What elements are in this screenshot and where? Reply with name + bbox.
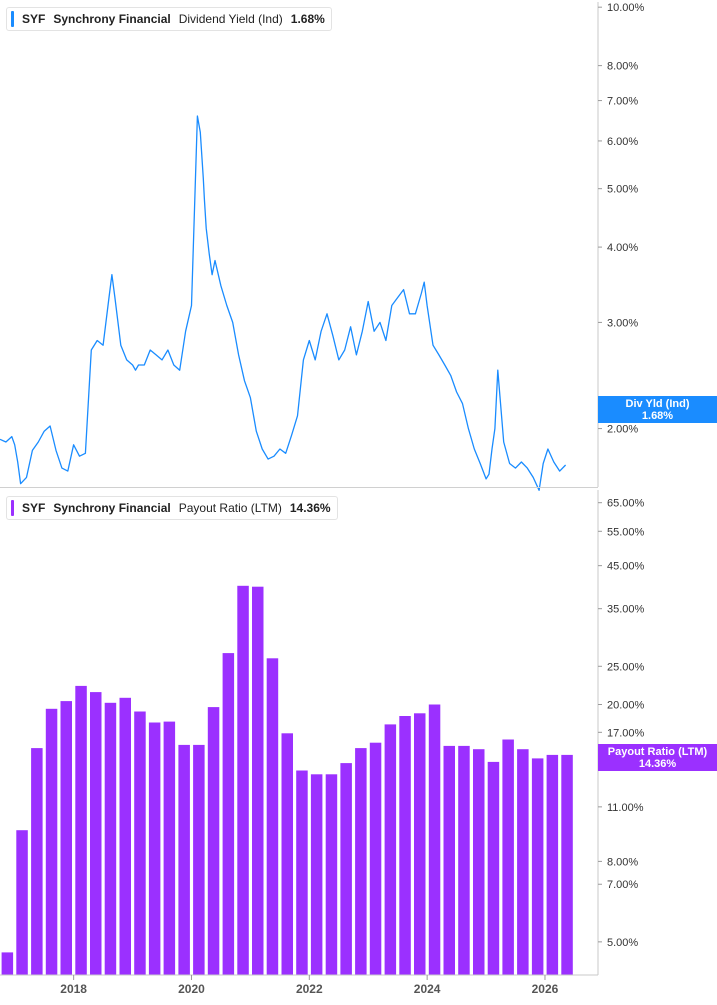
payout-ratio-bar [163, 721, 176, 975]
payout-ratio-bar [487, 761, 500, 975]
legend-value: 1.68% [290, 12, 325, 26]
tag-label: Payout Ratio (LTM) [607, 746, 708, 758]
y-tick-label: 11.00% [607, 802, 644, 814]
payout-ratio-bar [16, 830, 28, 975]
x-tick-label: 2022 [296, 982, 323, 996]
x-tick-label: 2026 [532, 982, 559, 996]
dividend-yield-chart: 10.00% 8.00% 7.00% 6.00% 5.00% 4.00% 3.00% 2.00… [0, 2, 645, 491]
payout-ratio-bar [90, 692, 102, 975]
payout-ratio-bar [266, 658, 279, 975]
legend-company: Synchrony Financial [53, 12, 171, 26]
payout-ratio-value-tag: Payout Ratio (LTM) 14.36% [598, 744, 717, 771]
payout-ratio-bar [369, 742, 382, 975]
payout-ratio-bar [207, 707, 220, 975]
legend-company: Synchrony Financial [53, 501, 171, 515]
payout-ratio-bar [414, 713, 426, 975]
payout-ratio-bar [281, 733, 293, 975]
payout-ratio-bar [31, 748, 43, 975]
y-tick-label: 10.00% [607, 2, 645, 14]
payout-ratio-bar [222, 653, 235, 975]
payout-ratio-bar [1, 952, 14, 975]
payout-ratio-bar [119, 697, 131, 975]
payout-ratio-bar [75, 685, 87, 975]
x-tick-label: 2018 [60, 982, 87, 996]
legend-value: 14.36% [289, 501, 331, 515]
dividend-yield-value-tag: Div Yld (Ind) 1.68% [598, 396, 717, 423]
payout-ratio-bar [546, 754, 559, 975]
y-tick-label: 35.00% [607, 604, 645, 616]
y-tick-label: 8.00% [607, 61, 638, 73]
series-color-swatch [11, 500, 14, 516]
payout-ratio-bar [443, 745, 455, 975]
payout-ratio-bar [252, 586, 264, 975]
y-tick-label: 6.00% [607, 136, 638, 148]
payout-ratio-chart: 65.00% 55.00% 45.00% 35.00% 25.00% 20.00% 17.0… [1, 490, 645, 975]
payout-ratio-bar [428, 704, 441, 975]
payout-ratio-bar [237, 585, 249, 975]
x-tick-label: 2024 [414, 982, 441, 996]
tag-label: Div Yld (Ind) [625, 398, 690, 410]
payout-ratio-bar [45, 708, 58, 975]
series-color-swatch [11, 11, 14, 27]
payout-ratio-bar [296, 770, 308, 975]
y-tick-label: 4.00% [607, 242, 638, 254]
legend-metric: Payout Ratio (LTM) [178, 501, 282, 515]
y-tick-label: 45.00% [607, 561, 645, 573]
payout-ratio-bar [178, 744, 190, 975]
payout-ratio-bar [60, 701, 72, 975]
tag-value: 1.68% [641, 410, 674, 422]
payout-ratio-bar [340, 763, 352, 975]
legend-ticker: SYF [22, 12, 46, 26]
dividend-yield-legend: SYF Synchrony Financial Dividend Yield (… [6, 7, 332, 31]
tag-value: 14.36% [638, 758, 677, 770]
payout-ratio-bar [531, 758, 544, 975]
payout-ratio-bar [325, 774, 338, 975]
payout-ratio-bar [458, 745, 470, 975]
payout-ratio-bar [502, 739, 514, 975]
y-tick-label: 5.00% [607, 937, 638, 949]
y-tick-label: 8.00% [607, 856, 638, 868]
y-tick-label: 2.00% [607, 424, 638, 436]
payout-ratio-bar [193, 744, 205, 975]
legend-metric: Dividend Yield (Ind) [178, 12, 283, 26]
y-tick-label: 7.00% [607, 96, 638, 108]
y-tick-label: 20.00% [607, 699, 645, 711]
payout-ratio-legend: SYF Synchrony Financial Payout Ratio (LT… [6, 496, 338, 520]
y-tick-label: 25.00% [607, 661, 645, 673]
payout-ratio-bar [104, 702, 117, 975]
dividend-yield-line [0, 115, 567, 491]
payout-ratio-bar [473, 749, 485, 975]
y-tick-label: 5.00% [607, 184, 638, 196]
x-axis: 2018 2020 2022 2024 2026 [0, 487, 598, 996]
y-tick-label: 7.00% [607, 879, 638, 891]
payout-ratio-bar [148, 722, 161, 975]
payout-ratio-bar [517, 749, 529, 975]
y-tick-label: 3.00% [607, 317, 638, 329]
payout-ratio-bar [561, 754, 573, 975]
payout-ratio-bar [134, 711, 146, 975]
payout-ratio-bar [399, 716, 411, 975]
y-tick-label: 55.00% [607, 526, 645, 538]
payout-ratio-bar [355, 748, 367, 975]
payout-ratio-bar [384, 724, 397, 975]
y-tick-label: 65.00% [607, 498, 645, 510]
legend-ticker: SYF [22, 501, 46, 515]
x-tick-label: 2020 [178, 982, 205, 996]
payout-ratio-bar [310, 774, 323, 975]
y-tick-label: 17.00% [607, 727, 645, 739]
